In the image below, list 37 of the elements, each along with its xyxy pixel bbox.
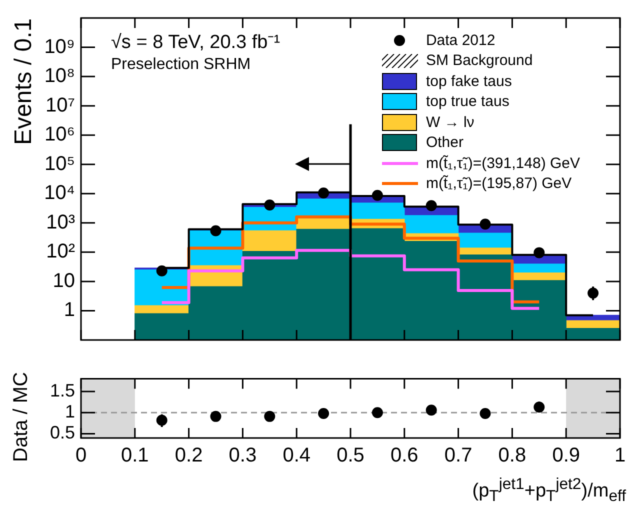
legend-label: W → lν [426, 114, 474, 131]
legend-label: SM Background [426, 52, 533, 70]
annotation: Preselection SRHM [111, 56, 251, 74]
legend-label: m(t̃₁,τ̃₁)=(391,148) GeV [426, 154, 580, 172]
x-tick-label: 1 [614, 444, 626, 467]
x-tick-label: 0.9 [552, 444, 580, 467]
legend-label: Other [426, 134, 464, 152]
y-tick-label: 1 [64, 402, 75, 422]
x-tick-label: 0.3 [228, 444, 257, 467]
legend-label: Data 2012 [426, 32, 496, 49]
y-axis-title: Events / 0.1 [10, 18, 38, 145]
x-axis-title: (p$_{T}$$^{jet1}$+p$_{T}$$^{jet2}$)/m$_{eff}$ [472, 476, 626, 506]
y-tick-label: 10³ [46, 211, 76, 234]
legend-label: top fake taus [426, 72, 512, 90]
y-tick-label: 1 [64, 299, 75, 322]
x-tick-label: 0.4 [282, 444, 311, 467]
annotation: √s = 8 TeV, 20.3 fb⁻¹ [111, 31, 280, 54]
y-tick-label: 10⁹ [44, 36, 75, 58]
x-tick-label: 0.1 [120, 444, 149, 467]
x-tick-label: 0.5 [336, 444, 364, 467]
legend-label: m(t̃₁,τ̃₁)=(195,87) GeV [426, 175, 572, 192]
y-tick-label: 10⁷ [46, 94, 75, 116]
x-tick-label: 0 [75, 444, 87, 467]
y-tick-label: 10⁸ [44, 65, 75, 88]
y-tick-label: 0.5 [50, 422, 75, 443]
x-tick-label: 0.8 [498, 444, 526, 467]
legend-label: top true taus [426, 93, 510, 110]
y-tick-label: 10⁵ [44, 152, 75, 175]
y-tick-label: 10⁴ [44, 182, 75, 204]
y-tick-label: 10⁶ [44, 124, 75, 146]
x-tick-label: 0.2 [174, 444, 203, 467]
y-axis-title: Data / MC [10, 372, 33, 462]
x-tick-label: 0.7 [444, 444, 472, 467]
y-tick-label: 10 [52, 270, 75, 292]
y-tick-label: 1.5 [50, 380, 75, 400]
y-tick-label: 10² [46, 240, 76, 263]
x-tick-label: 0.6 [390, 444, 418, 467]
